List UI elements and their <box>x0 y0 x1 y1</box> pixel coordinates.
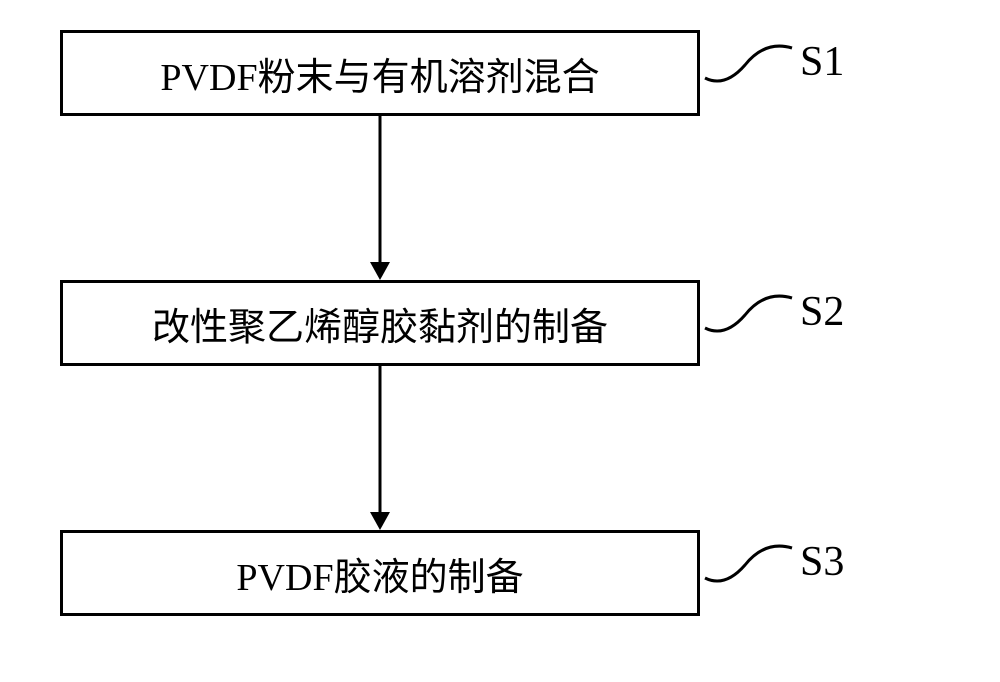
flowchart-node-3-text: PVDF胶液的制备 <box>236 546 523 601</box>
step-label-1-text: S1 <box>800 39 844 85</box>
flowchart-arrow-2 <box>360 366 400 530</box>
step-label-1: S1 <box>800 38 844 86</box>
flowchart-container: PVDF粉末与有机溶剂混合 改性聚乙烯醇胶黏剂的制备 PVDF胶液的制备 S1 … <box>60 30 940 650</box>
flowchart-node-3: PVDF胶液的制备 <box>60 530 700 616</box>
flowchart-node-2-text: 改性聚乙烯醇胶黏剂的制备 <box>152 296 608 351</box>
wavy-connector-1 <box>700 30 800 90</box>
wavy-connector-2 <box>700 280 800 340</box>
flowchart-node-2: 改性聚乙烯醇胶黏剂的制备 <box>60 280 700 366</box>
flowchart-node-1: PVDF粉末与有机溶剂混合 <box>60 30 700 116</box>
wavy-connector-3 <box>700 530 800 590</box>
step-label-3-text: S3 <box>800 539 844 585</box>
flowchart-arrow-1 <box>360 116 400 280</box>
step-label-2: S2 <box>800 288 844 336</box>
flowchart-node-1-text: PVDF粉末与有机溶剂混合 <box>160 46 599 101</box>
step-label-3: S3 <box>800 538 844 586</box>
step-label-2-text: S2 <box>800 289 844 335</box>
